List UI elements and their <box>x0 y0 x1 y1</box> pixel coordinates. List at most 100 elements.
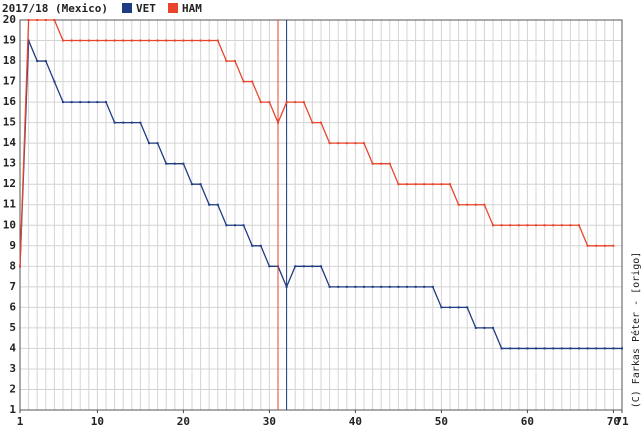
point <box>535 347 537 350</box>
point <box>320 121 322 124</box>
legend-label: HAM <box>182 2 202 15</box>
point <box>302 265 305 268</box>
point <box>517 224 520 227</box>
point <box>285 285 288 288</box>
x-tick-label: 30 <box>263 415 276 428</box>
point <box>543 347 546 350</box>
point <box>483 326 486 329</box>
point <box>595 347 598 350</box>
point <box>122 39 125 42</box>
point <box>234 60 236 63</box>
point <box>474 326 477 329</box>
point <box>156 39 159 42</box>
y-tick-label: 7 <box>9 280 16 293</box>
point <box>431 285 434 288</box>
point <box>337 142 340 145</box>
point <box>414 285 417 288</box>
point <box>62 101 64 104</box>
point <box>225 224 228 227</box>
point <box>354 285 357 288</box>
point <box>500 224 503 227</box>
point <box>53 19 56 21</box>
point <box>113 39 116 42</box>
point <box>431 183 434 186</box>
point <box>380 285 383 288</box>
plot-border <box>19 19 623 411</box>
y-tick-label: 17 <box>3 75 16 88</box>
point <box>259 244 262 247</box>
point <box>199 39 202 42</box>
y-tick-label: 14 <box>3 136 17 149</box>
point <box>173 39 176 42</box>
point <box>328 142 331 145</box>
point <box>423 285 426 288</box>
y-tick-label: 20 <box>3 13 16 26</box>
point <box>79 101 82 104</box>
point <box>268 265 271 268</box>
point <box>509 347 512 350</box>
x-tick-label: 60 <box>521 415 534 428</box>
point <box>79 39 82 42</box>
point <box>139 39 142 42</box>
point <box>87 39 90 42</box>
point <box>302 101 305 104</box>
point <box>225 60 228 63</box>
point <box>500 347 503 350</box>
point <box>182 162 185 165</box>
point <box>466 203 469 206</box>
point <box>397 285 400 288</box>
y-tick-label: 15 <box>3 116 16 129</box>
point <box>345 142 348 145</box>
point <box>388 162 391 165</box>
point <box>363 285 365 288</box>
y-tick-label: 12 <box>3 177 16 190</box>
point <box>466 306 469 309</box>
point <box>27 19 30 21</box>
point <box>105 39 107 42</box>
x-tick-label: 10 <box>91 415 104 428</box>
point <box>612 244 615 247</box>
point <box>569 224 572 227</box>
point <box>560 347 563 350</box>
legend-swatch <box>168 3 178 13</box>
point <box>449 183 451 186</box>
point <box>122 121 125 124</box>
point <box>130 121 133 124</box>
point <box>96 39 99 42</box>
point <box>242 80 245 83</box>
y-tick-label: 18 <box>3 54 16 67</box>
point <box>603 244 606 247</box>
point <box>535 224 537 227</box>
point <box>328 285 331 288</box>
point <box>242 224 245 227</box>
point <box>517 347 520 350</box>
point <box>216 39 219 42</box>
point <box>543 224 546 227</box>
point <box>612 347 615 350</box>
point <box>363 142 365 145</box>
point <box>156 142 159 145</box>
point <box>397 183 400 186</box>
point <box>139 121 142 124</box>
point <box>87 101 90 104</box>
point <box>105 101 107 104</box>
point <box>474 203 477 206</box>
chart-title: 2017/18 (Mexico) <box>2 2 108 15</box>
point <box>603 347 606 350</box>
point <box>285 101 288 104</box>
y-tick-label: 3 <box>9 362 16 375</box>
point <box>191 39 193 42</box>
x-tick-label: 40 <box>349 415 362 428</box>
y-tick-label: 6 <box>9 300 16 313</box>
point <box>483 203 486 206</box>
point <box>62 39 64 42</box>
point <box>27 39 30 42</box>
point <box>165 39 168 42</box>
y-tick-label: 19 <box>3 34 16 47</box>
point <box>457 306 460 309</box>
point <box>148 39 150 42</box>
point <box>526 347 529 350</box>
x-tick-label: 71 <box>615 415 629 428</box>
point <box>44 19 47 21</box>
y-tick-label: 8 <box>9 259 16 272</box>
